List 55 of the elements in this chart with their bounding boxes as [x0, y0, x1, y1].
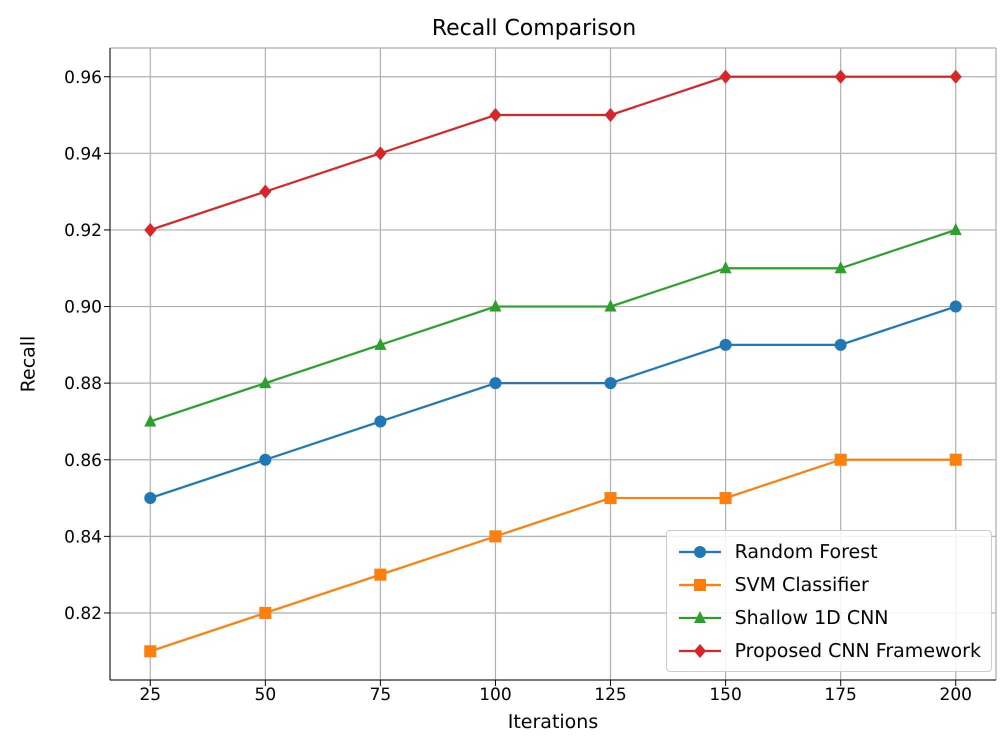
point — [489, 530, 502, 542]
point — [489, 108, 502, 122]
point — [259, 184, 272, 199]
y-tick-label: 0.82 — [64, 604, 102, 624]
x-tick-label: 175 — [824, 685, 857, 706]
x-axis-title: Iterations — [508, 711, 598, 733]
point — [144, 645, 156, 658]
point — [259, 606, 272, 619]
point — [950, 222, 962, 235]
legend-label: Random Forest — [734, 540, 878, 562]
point — [489, 300, 502, 312]
point — [834, 70, 847, 84]
point — [604, 108, 617, 122]
point — [604, 300, 617, 312]
point — [720, 261, 732, 274]
x-tick-label: 75 — [370, 685, 392, 706]
point — [950, 300, 962, 313]
point — [374, 415, 386, 428]
y-tick-label: 0.84 — [64, 527, 102, 548]
y-tick-label: 0.86 — [64, 450, 102, 471]
point — [720, 338, 732, 351]
point — [720, 492, 732, 504]
point — [604, 377, 617, 390]
legend-label: SVM Classifier — [734, 574, 869, 596]
y-tick-label: 0.92 — [64, 220, 102, 241]
legend-label: Proposed CNN Framework — [734, 640, 981, 662]
x-tick-label: 150 — [709, 685, 742, 706]
y-tick-label: 0.96 — [64, 68, 102, 88]
point — [834, 454, 847, 466]
point — [374, 338, 386, 350]
point — [374, 146, 386, 160]
y-tick-label: 0.88 — [64, 374, 102, 394]
point — [720, 70, 732, 84]
y-tick-label: 0.90 — [64, 298, 102, 318]
chart-title: Recall Comparison — [430, 16, 638, 41]
legend-label: Shallow 1D CNN — [734, 606, 889, 628]
x-tick-label: 100 — [479, 685, 512, 706]
x-tick-label: 25 — [139, 685, 162, 706]
x-tick-label: 200 — [940, 685, 972, 706]
point — [144, 414, 156, 426]
point — [604, 492, 617, 504]
y-tick-label: 0.94 — [64, 144, 102, 164]
point — [374, 568, 386, 581]
point — [144, 222, 156, 237]
x-tick-label: 50 — [254, 685, 276, 706]
point — [259, 376, 272, 388]
point — [834, 261, 847, 274]
point — [259, 454, 272, 466]
point — [950, 70, 962, 84]
point — [950, 454, 962, 466]
point — [144, 492, 156, 504]
y-axis-title: Recall — [18, 336, 40, 392]
point — [834, 338, 847, 351]
x-tick-label: 125 — [594, 685, 627, 706]
point — [489, 377, 502, 390]
